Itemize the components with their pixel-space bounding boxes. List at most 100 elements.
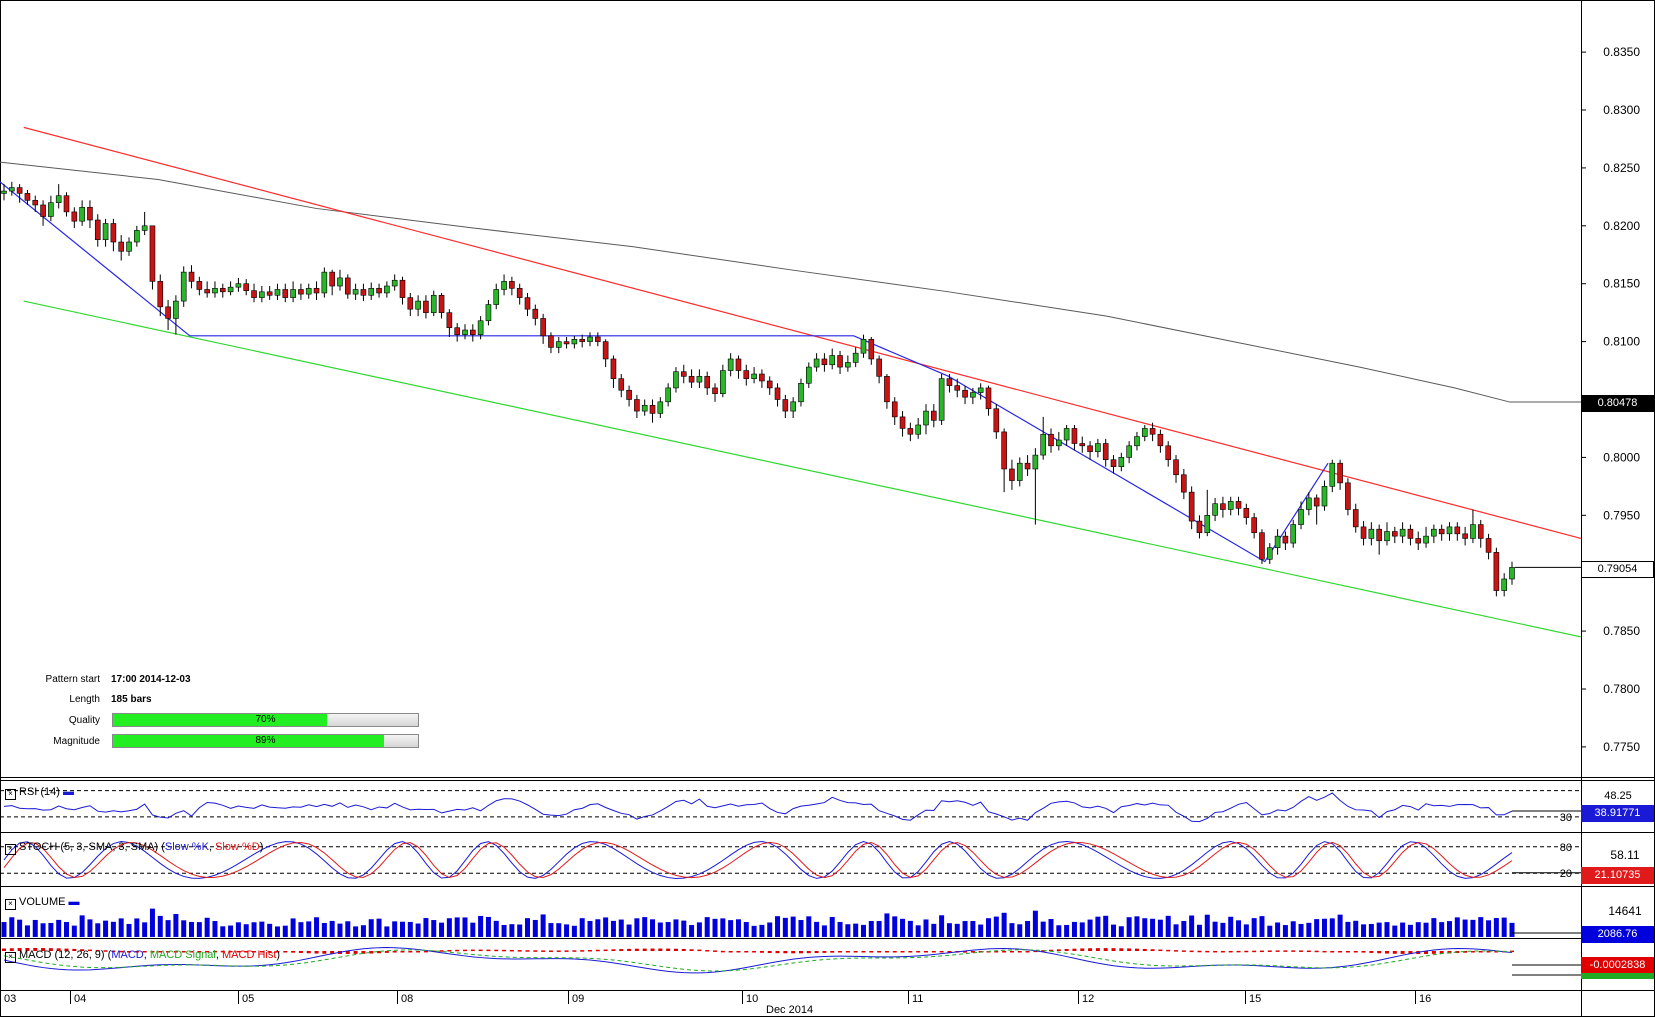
volume-bar bbox=[95, 923, 101, 937]
macd-hist-bar bbox=[1400, 951, 1405, 954]
macd-hist-bar bbox=[87, 949, 92, 952]
stoch-legend: × STOCH (5, 3, SMA, 3, SMA) (Slow %K, Slo… bbox=[5, 841, 263, 855]
candle bbox=[665, 383, 671, 407]
candle bbox=[845, 355, 851, 372]
volume-bar bbox=[1087, 919, 1093, 937]
volume-bar bbox=[470, 922, 476, 937]
candle bbox=[399, 276, 406, 305]
candle-body bbox=[1001, 431, 1007, 470]
candle-body bbox=[1235, 501, 1242, 509]
macd-signal-tag bbox=[1581, 973, 1654, 979]
volume-bar bbox=[1040, 921, 1046, 937]
volume-bar bbox=[368, 919, 374, 937]
macd-hist-bar bbox=[173, 951, 178, 953]
macd-hist-bar bbox=[822, 951, 827, 953]
volume-bar bbox=[657, 922, 663, 937]
rsi-toggle-checkbox[interactable]: × bbox=[5, 789, 16, 800]
candle bbox=[165, 299, 171, 331]
candle-body bbox=[1454, 526, 1461, 535]
candle-body bbox=[259, 291, 265, 298]
candle bbox=[509, 276, 515, 296]
candle bbox=[110, 218, 117, 252]
candle-body bbox=[1188, 491, 1195, 522]
candle bbox=[71, 207, 78, 229]
candle-body bbox=[110, 223, 117, 243]
candle bbox=[1298, 501, 1304, 530]
macd-hist-bar bbox=[1439, 951, 1444, 954]
candle-body bbox=[923, 410, 929, 426]
volume-bar bbox=[720, 918, 726, 937]
volume-toggle-checkbox[interactable]: × bbox=[5, 899, 16, 910]
volume-bar bbox=[228, 925, 234, 937]
candle bbox=[337, 269, 343, 291]
volume-bar bbox=[548, 923, 554, 937]
volume-bar bbox=[806, 916, 812, 937]
candle-body bbox=[563, 341, 570, 345]
stoch-toggle-checkbox[interactable]: × bbox=[5, 844, 16, 855]
candle-body bbox=[1032, 454, 1039, 470]
candle-body bbox=[821, 358, 828, 366]
macd-hist-bar bbox=[1259, 950, 1264, 953]
volume-bar bbox=[1423, 922, 1429, 937]
candle-body bbox=[938, 378, 945, 421]
candle-body bbox=[40, 204, 46, 217]
macd-hist-bar bbox=[322, 951, 327, 954]
candle bbox=[782, 394, 789, 419]
candle bbox=[1188, 486, 1195, 530]
candle-body bbox=[1118, 457, 1125, 467]
volume-bar bbox=[728, 920, 734, 937]
macd-hist-bar bbox=[689, 949, 694, 951]
candle-body bbox=[1438, 528, 1445, 535]
volume-bar bbox=[103, 920, 109, 937]
macd-hist-bar bbox=[619, 949, 624, 951]
candle-body bbox=[1352, 509, 1359, 528]
candle-body bbox=[1126, 445, 1132, 458]
candle-body bbox=[454, 327, 460, 335]
candle bbox=[243, 279, 250, 296]
macd-toggle-checkbox[interactable]: × bbox=[5, 952, 16, 963]
volume-bar bbox=[970, 921, 976, 937]
candle bbox=[1243, 503, 1250, 525]
candle-body bbox=[766, 380, 773, 389]
macd-hist-bar bbox=[1384, 951, 1389, 954]
candle-body bbox=[931, 410, 937, 421]
volume-bar bbox=[478, 915, 484, 937]
macd-hist-bar bbox=[939, 951, 944, 953]
candle bbox=[87, 200, 93, 229]
candle bbox=[1212, 497, 1218, 522]
volume-bar bbox=[501, 924, 507, 937]
volume-label: VOLUME bbox=[19, 896, 66, 908]
candle-body bbox=[1087, 445, 1093, 452]
volume-bar bbox=[1415, 922, 1421, 937]
y-tick-label: 0.8000 bbox=[1603, 450, 1640, 464]
candle bbox=[1118, 452, 1125, 472]
candle-body bbox=[1056, 439, 1062, 447]
macd-hist-bar bbox=[1166, 949, 1171, 952]
volume-bar bbox=[259, 921, 265, 937]
volume-bar bbox=[1056, 925, 1062, 937]
rsi-value-tag: 38.91771 bbox=[1581, 805, 1654, 822]
macd-hist-bar bbox=[267, 951, 272, 953]
candle-body bbox=[446, 312, 453, 329]
macd-hist-bar bbox=[1103, 948, 1108, 951]
volume-bar bbox=[1259, 916, 1265, 937]
macd-hist-bar bbox=[1072, 948, 1077, 951]
candle bbox=[360, 283, 367, 302]
candle bbox=[1181, 468, 1187, 500]
volume-bar bbox=[939, 915, 945, 937]
candle-body bbox=[1227, 501, 1234, 510]
candle-body bbox=[48, 202, 54, 217]
volume-bar bbox=[306, 921, 312, 937]
candle-body bbox=[985, 387, 992, 410]
candle-body bbox=[1165, 445, 1172, 461]
volume-bar bbox=[868, 921, 874, 937]
volume-bar bbox=[87, 919, 93, 937]
candle bbox=[1001, 428, 1007, 493]
volume-bar bbox=[1150, 918, 1156, 937]
volume-bar bbox=[642, 917, 648, 937]
candle bbox=[16, 184, 23, 203]
candle-body bbox=[665, 387, 671, 403]
volume-bar bbox=[290, 918, 296, 937]
volume-bar bbox=[181, 920, 187, 937]
candle-body bbox=[477, 320, 484, 335]
